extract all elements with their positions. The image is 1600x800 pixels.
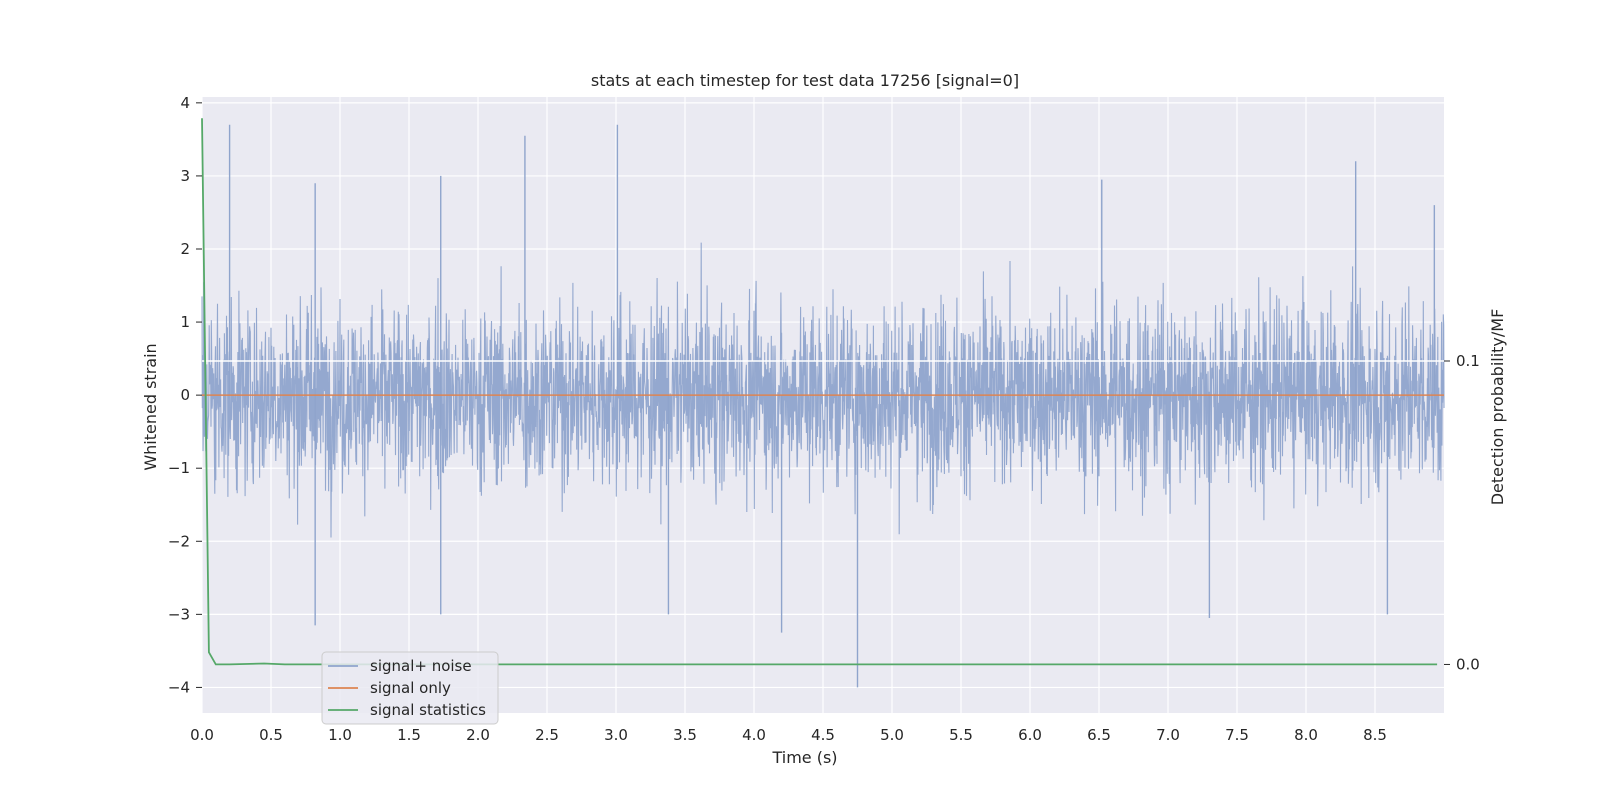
x-tick-label: 3.0 (604, 726, 628, 744)
x-tick-label: 4.5 (811, 726, 835, 744)
x-tick-label: 7.5 (1225, 726, 1249, 744)
legend-label: signal+ noise (370, 657, 472, 675)
y-tick-label: −1 (168, 459, 190, 477)
x-tick-label: 2.5 (535, 726, 559, 744)
x-tick-label: 1.0 (328, 726, 352, 744)
legend-label: signal only (370, 679, 451, 697)
x-tick-label: 2.0 (466, 726, 490, 744)
x-tick-label: 1.5 (397, 726, 421, 744)
y-tick-label: −2 (168, 532, 190, 550)
x-axis-label: Time (s) (771, 748, 837, 767)
tick-labels: 0.0 0.5 1.0 1.5 2.0 2.5 3.0 3.5 4.0 4.5 5.0 5.5 6.0 6… (168, 94, 1480, 744)
series-layer (201, 118, 1445, 688)
x-tick-label: 6.0 (1018, 726, 1042, 744)
y-tick-label: 0 (180, 386, 190, 404)
y-tick-label: −4 (168, 678, 190, 696)
x-tick-label: 6.5 (1087, 726, 1111, 744)
y-axis-label: Whitened strain (141, 343, 160, 470)
y-tick-label: 3 (180, 167, 190, 185)
x-tick-label: 8.5 (1363, 726, 1387, 744)
y-tick-label: 2 (180, 240, 190, 258)
chart-title: stats at each timestep for test data 172… (591, 71, 1019, 90)
legend-label: signal statistics (370, 701, 486, 719)
x-tick-label: 5.5 (949, 726, 973, 744)
x-tick-label: 8.0 (1294, 726, 1318, 744)
y-tick-label: 4 (180, 94, 190, 112)
y-axis-right-label: Detection probability/MF (1488, 309, 1507, 506)
series-signal-noise (201, 242, 1445, 538)
x-tick-label: 4.0 (742, 726, 766, 744)
x-tick-label: 5.0 (880, 726, 904, 744)
x-tick-label: 0.5 (259, 726, 283, 744)
y-tick-label: 1 (180, 313, 190, 331)
x-tick-label: 7.0 (1156, 726, 1180, 744)
y-tick-label: −3 (168, 605, 190, 623)
y-right-tick-label: 0.0 (1456, 655, 1480, 673)
y-right-tick-label: 0.1 (1456, 352, 1480, 370)
legend: signal+ noise signal only signal statistic… (321, 651, 499, 725)
x-tick-label: 3.5 (673, 726, 697, 744)
x-tick-label: 0.0 (190, 726, 214, 744)
legend-box (321, 651, 499, 725)
